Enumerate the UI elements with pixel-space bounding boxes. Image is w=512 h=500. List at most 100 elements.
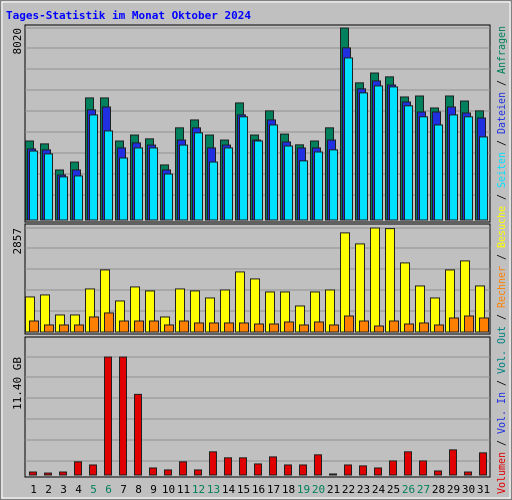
bar bbox=[419, 322, 429, 333]
bar bbox=[254, 140, 263, 221]
bar bbox=[404, 105, 413, 221]
x-tick-label: 25 bbox=[387, 483, 400, 496]
bar bbox=[389, 460, 397, 476]
legend-separator: / bbox=[495, 308, 508, 326]
bar bbox=[434, 470, 442, 476]
bar bbox=[464, 315, 474, 333]
bar bbox=[179, 461, 187, 476]
bar bbox=[59, 324, 69, 333]
bar bbox=[179, 144, 188, 221]
x-tick-label: 5 bbox=[90, 483, 97, 496]
y-tick-label: 11.40 GB bbox=[11, 357, 24, 410]
x-tick-label: 19 bbox=[297, 483, 310, 496]
bar bbox=[389, 86, 398, 221]
bar bbox=[44, 324, 54, 333]
x-tick-label: 14 bbox=[222, 483, 236, 496]
x-tick-label: 12 bbox=[192, 483, 205, 496]
bar bbox=[434, 124, 443, 221]
legend-entry: Vol. In bbox=[495, 392, 508, 434]
bar bbox=[59, 471, 67, 476]
bar bbox=[164, 324, 174, 333]
bar bbox=[464, 116, 473, 221]
bar bbox=[254, 323, 264, 333]
legend-separator: / bbox=[495, 248, 508, 266]
bar bbox=[344, 464, 352, 476]
bar bbox=[89, 316, 99, 333]
bar bbox=[449, 114, 458, 221]
bar bbox=[374, 467, 382, 476]
bar bbox=[284, 464, 292, 476]
bar bbox=[104, 312, 114, 333]
bar bbox=[134, 393, 142, 476]
bar bbox=[239, 322, 249, 333]
bar bbox=[284, 321, 294, 333]
legend-entry: Volumen bbox=[495, 452, 508, 494]
legend-entry: Anfragen bbox=[495, 26, 508, 74]
x-tick-label: 3 bbox=[60, 483, 67, 496]
bar bbox=[164, 469, 172, 476]
bar bbox=[314, 454, 322, 476]
legend-entry: Seiten bbox=[495, 152, 508, 188]
bar bbox=[329, 473, 337, 476]
bar bbox=[209, 161, 218, 221]
legend-separator: / bbox=[495, 374, 508, 392]
bar bbox=[374, 325, 384, 333]
x-tick-label: 13 bbox=[207, 483, 220, 496]
legend-separator: / bbox=[495, 434, 508, 452]
x-tick-label: 24 bbox=[372, 483, 386, 496]
bar bbox=[404, 451, 412, 476]
bar bbox=[134, 147, 143, 221]
bar bbox=[449, 449, 457, 476]
bar bbox=[224, 147, 233, 221]
x-tick-label: 27 bbox=[417, 483, 430, 496]
legend-separator: / bbox=[495, 74, 508, 92]
bar bbox=[194, 322, 204, 333]
legend-entry: Dateien bbox=[495, 92, 508, 134]
bar bbox=[119, 356, 127, 476]
bar bbox=[314, 151, 323, 221]
bar bbox=[44, 153, 53, 221]
bar bbox=[59, 176, 68, 221]
bar bbox=[359, 465, 367, 476]
bar bbox=[269, 456, 277, 476]
legend-separator: / bbox=[495, 188, 508, 206]
bar bbox=[119, 157, 128, 221]
x-tick-label: 6 bbox=[105, 483, 112, 496]
x-tick-label: 22 bbox=[342, 483, 355, 496]
bar bbox=[74, 461, 82, 476]
bar bbox=[74, 175, 83, 221]
bar bbox=[329, 324, 339, 333]
bar bbox=[355, 243, 365, 333]
bar bbox=[419, 116, 428, 221]
bar bbox=[254, 463, 262, 476]
bar bbox=[299, 160, 308, 221]
bar bbox=[74, 324, 84, 333]
bar bbox=[104, 356, 112, 476]
bar bbox=[400, 262, 410, 333]
bar bbox=[464, 471, 472, 476]
bar bbox=[149, 147, 158, 221]
x-tick-label: 10 bbox=[162, 483, 175, 496]
bar bbox=[179, 320, 189, 333]
bar bbox=[269, 124, 278, 221]
legend-separator: / bbox=[495, 134, 508, 152]
x-tick-label: 11 bbox=[177, 483, 190, 496]
bar bbox=[344, 315, 354, 333]
bar bbox=[479, 452, 487, 476]
x-tick-label: 4 bbox=[75, 483, 82, 496]
bar bbox=[209, 322, 219, 333]
x-tick-label: 28 bbox=[432, 483, 445, 496]
bar bbox=[89, 464, 97, 476]
bar bbox=[449, 317, 459, 333]
x-tick-label: 17 bbox=[267, 483, 280, 496]
bar bbox=[134, 320, 144, 333]
bar bbox=[269, 323, 279, 333]
bar bbox=[434, 324, 444, 333]
x-tick-label: 31 bbox=[477, 483, 490, 496]
x-tick-label: 30 bbox=[462, 483, 475, 496]
legend: Volumen / Vol. In / Vol. Out / Rechner /… bbox=[495, 26, 508, 494]
bar bbox=[224, 322, 234, 333]
bar bbox=[419, 460, 427, 476]
x-tick-label: 26 bbox=[402, 483, 415, 496]
